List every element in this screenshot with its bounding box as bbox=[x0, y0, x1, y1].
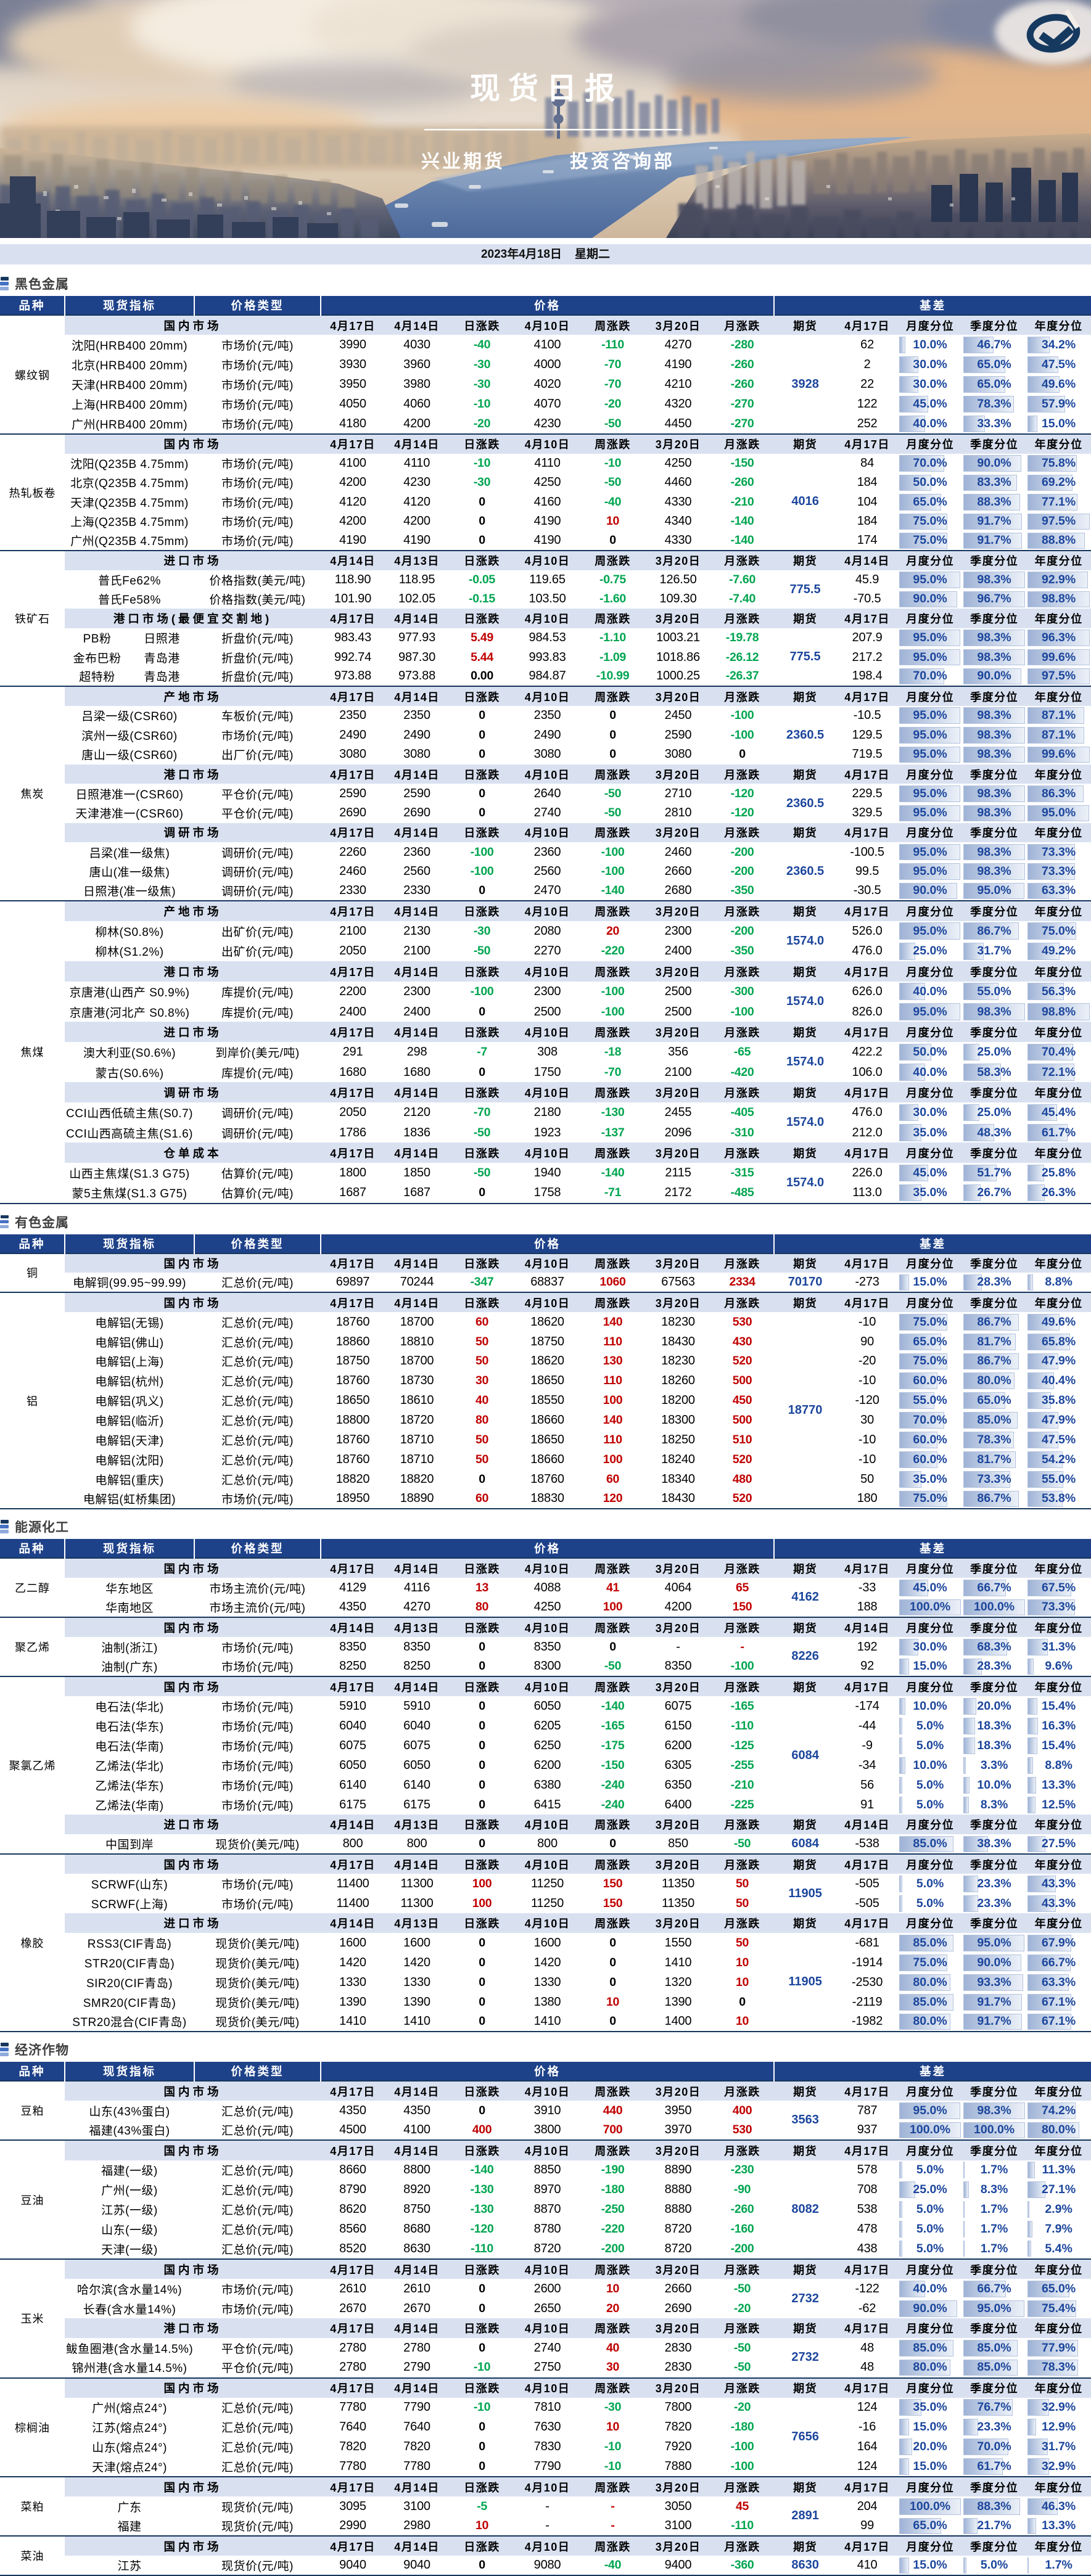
svg-text:兴业期货: 兴业期货 bbox=[421, 151, 505, 172]
svg-text:现货日报: 现货日报 bbox=[470, 72, 623, 105]
svg-text:投资咨询部: 投资咨询部 bbox=[570, 151, 675, 172]
